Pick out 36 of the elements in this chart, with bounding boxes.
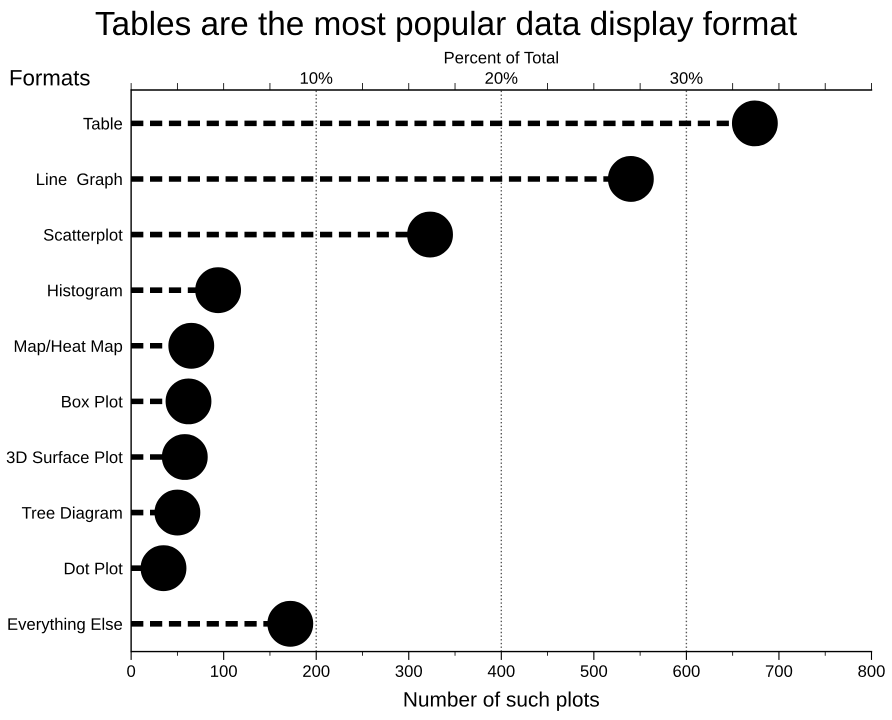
point — [267, 600, 314, 647]
point — [166, 378, 212, 424]
y-tick-label: 3D Surface Plot — [6, 450, 123, 464]
x-axis-title: Number of such plots — [404, 691, 599, 711]
x-tick-label: 500 — [580, 665, 608, 678]
x-tick-label: 300 — [395, 665, 422, 678]
y-tick-label: Scatterplot — [44, 228, 123, 244]
y-tick-label: Dot Plot — [64, 562, 123, 574]
x2-axis-title: Percent of Total — [444, 51, 558, 64]
x-tick-label: 100 — [211, 665, 237, 678]
x-tick-label: 700 — [766, 665, 792, 678]
point — [608, 156, 654, 202]
y-axis-title: Formats — [10, 70, 90, 86]
x-tick-label: 0 — [127, 665, 136, 678]
y-tick-label: Line Graph — [37, 172, 122, 188]
x-tick-label: 800 — [858, 665, 885, 678]
x-tick-label: 400 — [488, 665, 515, 678]
point — [162, 434, 208, 480]
x-tick-label: 600 — [673, 665, 700, 678]
x2-tick-label: 30% — [670, 72, 702, 84]
x2-tick-label: 20% — [485, 72, 518, 84]
y-tick-label: Table — [83, 117, 122, 130]
y-tick-label: Box Plot — [62, 395, 123, 408]
point — [168, 322, 214, 369]
x2-tick-label: 10% — [300, 72, 332, 84]
point — [407, 212, 453, 258]
point — [195, 267, 242, 314]
y-tick-label: Histogram — [48, 284, 122, 300]
point — [732, 100, 778, 146]
x-tick-label: 200 — [303, 665, 330, 678]
chart-title: Tables are the most popular data display format — [96, 10, 797, 42]
y-tick-label: Tree Diagram — [22, 506, 122, 522]
point — [154, 490, 200, 536]
y-tick-label: Everything Else — [8, 618, 122, 634]
y-tick-label: Map/Heat Map — [14, 340, 122, 356]
point — [140, 545, 186, 592]
